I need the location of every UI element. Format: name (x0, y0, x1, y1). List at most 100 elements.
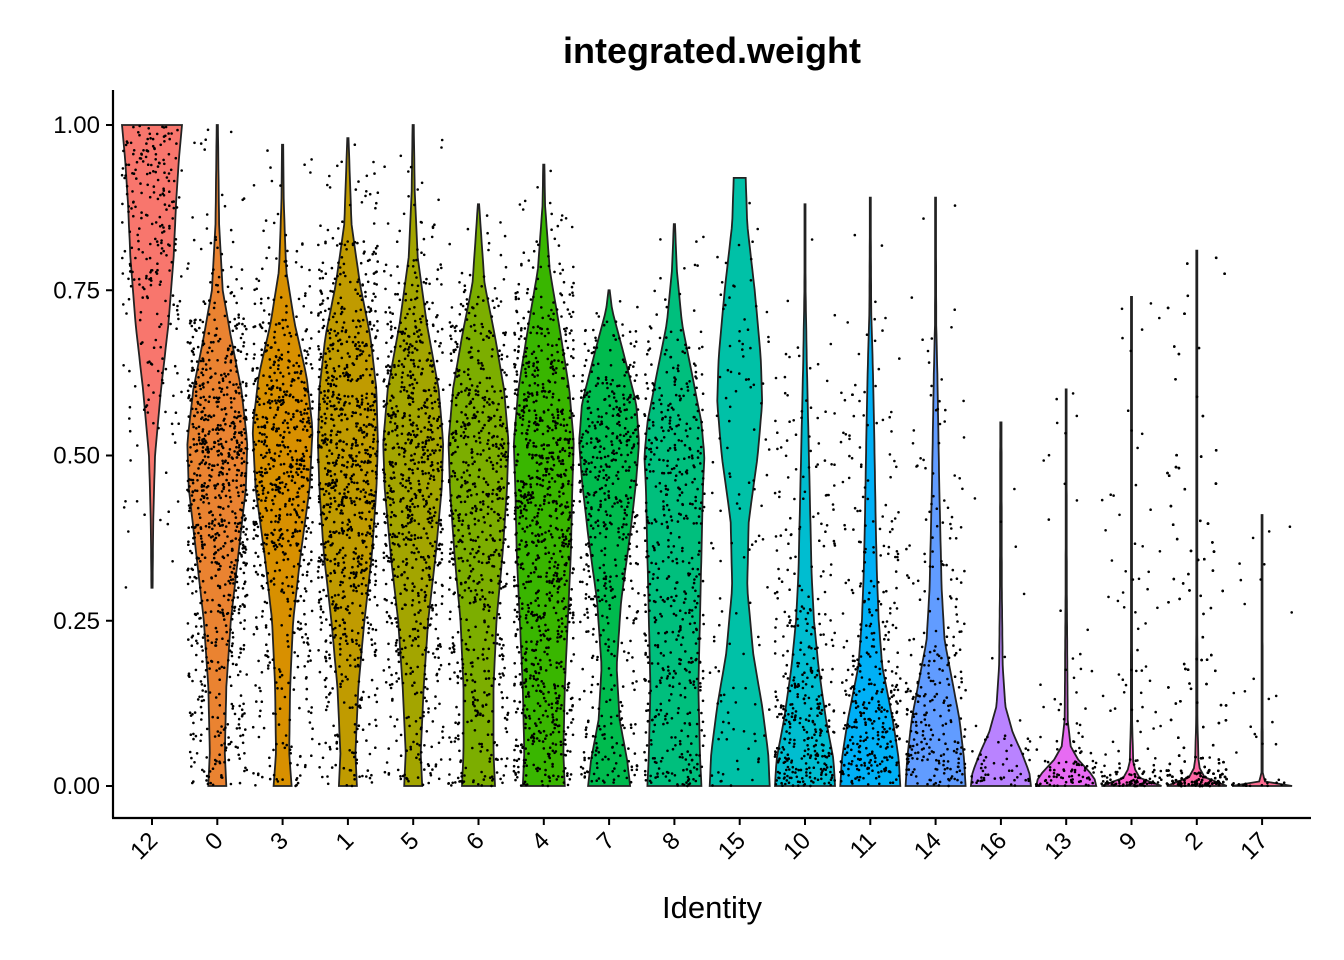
data-point (211, 535, 214, 538)
data-point (546, 460, 549, 464)
data-point (486, 297, 490, 300)
data-point (416, 467, 420, 471)
data-point (506, 455, 510, 458)
data-point (397, 565, 400, 568)
data-point (124, 174, 127, 177)
data-point (256, 417, 259, 421)
data-point (354, 344, 357, 348)
data-point (381, 468, 385, 472)
data-point (531, 742, 534, 746)
data-point (285, 304, 288, 308)
data-point (219, 731, 222, 735)
data-point (269, 366, 272, 370)
data-point (265, 451, 269, 455)
data-point (329, 404, 333, 408)
data-point (411, 344, 414, 348)
data-point (401, 607, 404, 610)
data-point (316, 570, 320, 573)
data-point (193, 711, 197, 714)
data-point (490, 784, 493, 788)
data-point (146, 296, 149, 300)
data-point (335, 446, 339, 450)
data-point (406, 264, 410, 268)
data-point (432, 468, 435, 472)
data-point (450, 399, 454, 403)
data-point (200, 711, 204, 715)
data-point (274, 514, 278, 518)
data-point (534, 445, 538, 448)
data-point (328, 186, 332, 189)
data-point (480, 745, 484, 748)
data-point (174, 411, 178, 415)
data-point (495, 408, 499, 412)
data-point (353, 778, 356, 781)
data-point (423, 445, 427, 449)
data-point (260, 353, 264, 357)
data-point (370, 781, 374, 784)
data-point (395, 424, 399, 428)
data-point (339, 548, 342, 552)
data-point (327, 389, 330, 392)
data-point (448, 242, 452, 246)
data-point (273, 330, 277, 334)
data-point (188, 322, 192, 325)
data-point (211, 519, 214, 523)
data-point (268, 756, 271, 760)
data-point (283, 485, 287, 489)
data-point (338, 397, 342, 401)
data-point (121, 256, 124, 260)
data-point (535, 737, 539, 740)
data-point (233, 425, 237, 428)
data-point (123, 249, 127, 253)
data-point (534, 558, 538, 561)
data-point (421, 367, 424, 371)
data-point (373, 282, 376, 285)
data-point (556, 700, 559, 703)
data-point (426, 358, 430, 361)
data-point (355, 397, 358, 401)
data-point (348, 654, 352, 657)
data-point (425, 584, 429, 588)
data-point (393, 574, 397, 577)
data-point (337, 393, 341, 397)
data-point (547, 690, 550, 694)
data-point (241, 501, 244, 505)
data-point (240, 462, 244, 465)
data-point (330, 543, 333, 547)
data-point (191, 634, 195, 638)
data-point (317, 460, 320, 464)
data-point (405, 506, 408, 510)
data-point (319, 608, 323, 611)
data-point (521, 418, 525, 421)
data-point (397, 653, 400, 657)
data-point (145, 276, 148, 280)
data-point (242, 451, 246, 455)
data-point (402, 414, 406, 418)
data-point (515, 310, 519, 314)
data-point (187, 504, 191, 507)
data-point (365, 739, 368, 742)
data-point (460, 484, 464, 487)
data-point (192, 425, 195, 429)
data-point (466, 227, 470, 231)
data-point (481, 411, 485, 414)
data-point (204, 524, 208, 528)
data-point (413, 271, 417, 275)
violin-6 (447, 203, 510, 787)
data-point (230, 571, 234, 574)
data-point (343, 492, 346, 495)
data-point (242, 417, 246, 420)
data-point (175, 206, 179, 209)
data-point (329, 572, 333, 575)
data-point (373, 172, 376, 175)
data-point (214, 484, 218, 487)
data-point (305, 402, 308, 406)
data-point (477, 519, 480, 522)
data-point (412, 332, 416, 336)
data-point (131, 190, 134, 193)
data-point (354, 411, 358, 415)
data-point (128, 405, 132, 409)
data-point (271, 658, 275, 661)
data-point (399, 592, 402, 595)
data-point (521, 485, 525, 489)
